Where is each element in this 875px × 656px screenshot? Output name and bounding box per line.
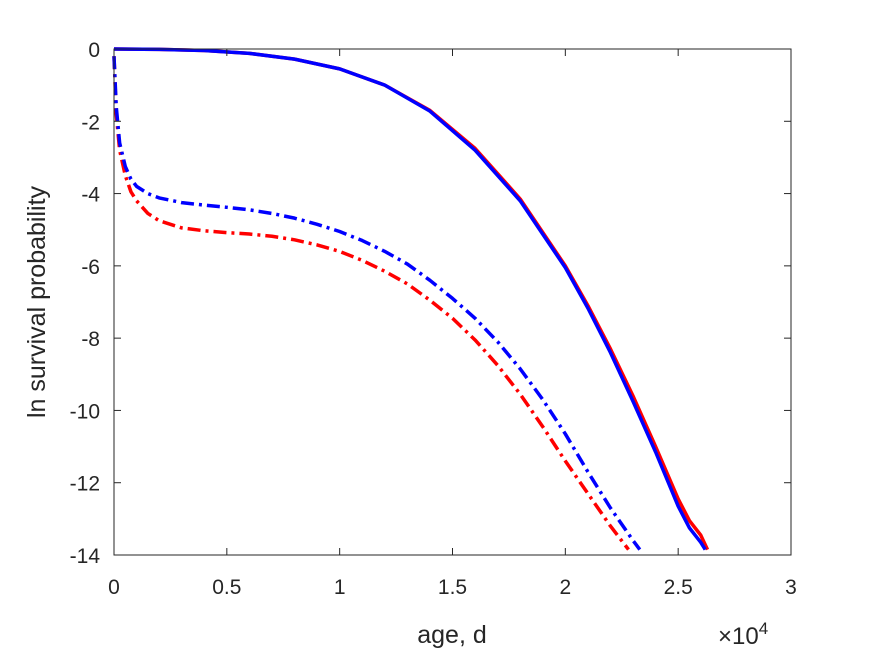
y-axis: 0 -2 -4 -6 -8 -10 -12 -14 [70,39,791,568]
series-layer [112,47,710,551]
y-tick-label: -14 [70,545,101,568]
x-tick-label: 0 [108,576,120,599]
x-exponent-power: 4 [759,619,768,638]
series-line-3 [112,56,630,551]
y-tick-label: -8 [81,328,100,351]
series-line-4 [112,56,642,551]
x-axis: 0 0.5 1 1.5 2 2.5 3 [108,49,797,599]
x-axis-label: age, d [417,621,487,649]
y-axis-label: ln survival probability [23,185,51,418]
x-tick-label: 1.5 [438,576,467,599]
y-tick-label: -6 [81,256,100,279]
plot-area [114,49,791,555]
x-exponent-base: ×10 [718,623,759,650]
y-tick-label: 0 [88,39,100,62]
x-tick-label: 3 [785,576,797,599]
y-tick-label: -4 [81,184,100,207]
y-tick-label: -10 [70,400,100,423]
y-tick-label: -2 [81,111,100,134]
x-tick-label: 2.5 [664,576,693,599]
series-line-2 [113,47,707,551]
x-tick-label: 1 [334,576,346,599]
x-tick-label: 0.5 [212,576,241,599]
x-axis-exponent: ×104 [718,619,768,650]
x-tick-label: 2 [559,576,571,599]
y-tick-label: -12 [70,473,100,496]
